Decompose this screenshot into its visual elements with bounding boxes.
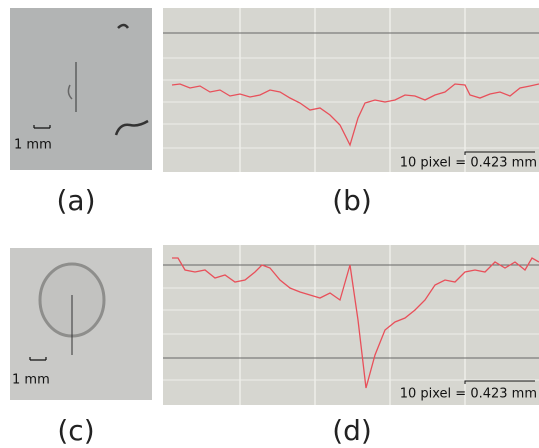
caption: (b) xyxy=(332,184,372,217)
micrograph-a: 1 mm xyxy=(10,8,152,170)
scale-label: 1 mm xyxy=(14,138,52,153)
profile-plot-b: 10 pixel = 0.423 mm xyxy=(163,8,539,172)
profile-plot-d: 10 pixel = 0.423 mm xyxy=(163,245,539,405)
scale-label: 10 pixel = 0.423 mm xyxy=(400,156,537,171)
micrograph-c: 1 mm xyxy=(10,248,152,400)
scale-label: 1 mm xyxy=(12,373,50,388)
caption: (a) xyxy=(56,184,95,217)
caption: (d) xyxy=(332,414,372,447)
caption: (c) xyxy=(57,414,94,447)
scale-label: 10 pixel = 0.423 mm xyxy=(400,387,537,402)
